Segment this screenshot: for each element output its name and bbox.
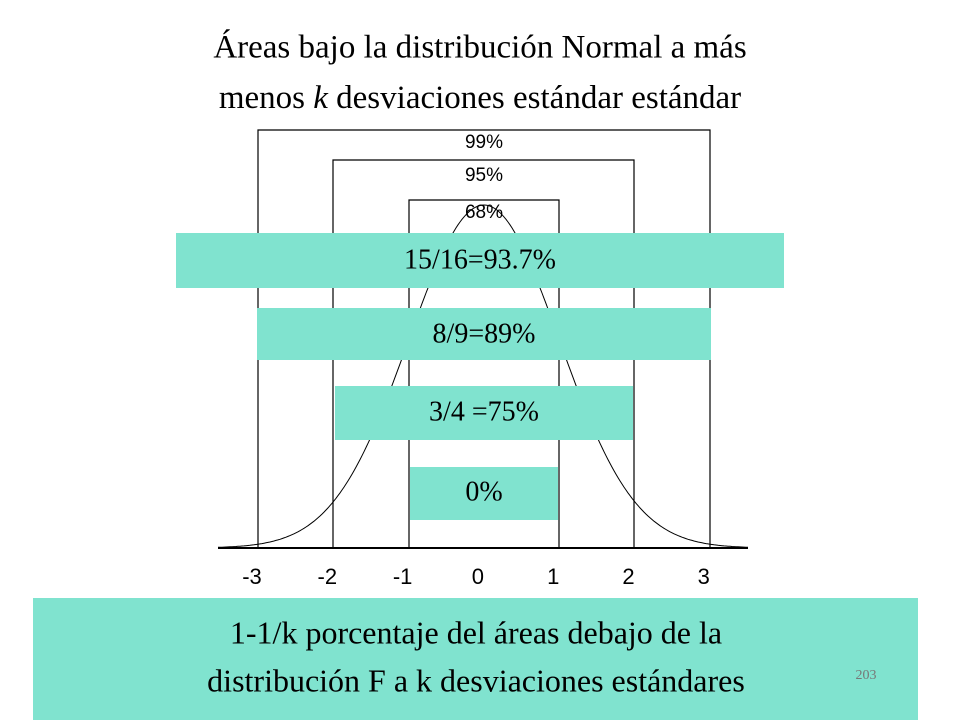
band-label: 0% bbox=[465, 476, 502, 507]
bands bbox=[176, 233, 784, 520]
title-italic: k bbox=[313, 80, 329, 116]
axis-tick-label: -3 bbox=[242, 564, 262, 589]
axis-tick-label: -2 bbox=[318, 564, 338, 589]
bracket-label: 99% bbox=[465, 132, 503, 153]
footer-line2: distribución F a k desviaciones estándar… bbox=[207, 662, 745, 698]
footer-line1: 1-1/k porcentaje del áreas debajo de la bbox=[230, 614, 722, 650]
band bbox=[335, 386, 633, 440]
axis-tick-label: -1 bbox=[393, 564, 413, 589]
axis-tick-label: 1 bbox=[547, 564, 559, 589]
axis-tick-label: 3 bbox=[698, 564, 710, 589]
band-label: 3/4 =75% bbox=[429, 396, 539, 427]
normal-curve bbox=[218, 204, 749, 548]
axis-tick-label: 2 bbox=[622, 564, 634, 589]
bracket-68 bbox=[408, 199, 560, 548]
band-label: 15/16=93.7% bbox=[404, 244, 556, 275]
axis-tick-label: 0 bbox=[472, 564, 484, 589]
title-text: menos bbox=[219, 80, 313, 116]
band-label: 8/9=89% bbox=[433, 318, 536, 349]
band bbox=[257, 308, 711, 360]
footer-box bbox=[33, 598, 918, 720]
band bbox=[176, 233, 784, 288]
title-line2: menos k desviaciones estándar estándar bbox=[219, 80, 741, 116]
title-line1: Áreas bajo la distribución Normal a más bbox=[213, 29, 746, 66]
axis-ticks: -3 -2 -1 0 1 2 3 bbox=[242, 564, 710, 589]
title-text: desviaciones estándar estándar bbox=[328, 80, 741, 116]
band bbox=[410, 467, 558, 520]
bracket-label: 95% bbox=[465, 165, 503, 186]
page-number: 203 bbox=[856, 668, 877, 683]
